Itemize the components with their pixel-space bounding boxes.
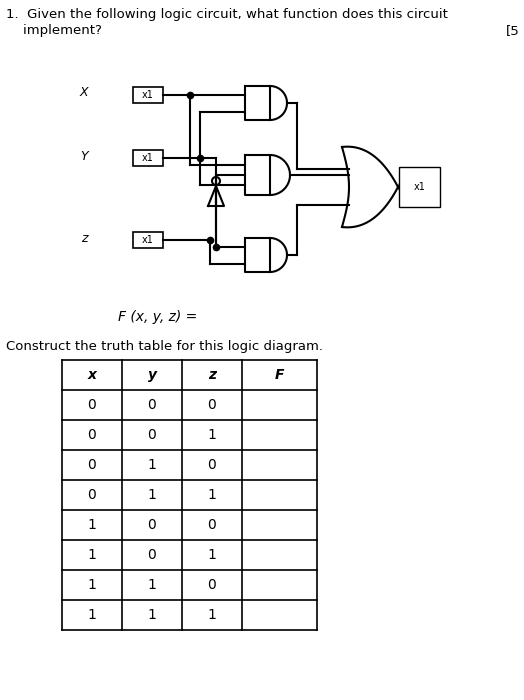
Text: 1: 1 — [88, 608, 96, 622]
Text: Y: Y — [80, 150, 88, 162]
Text: x1: x1 — [142, 153, 154, 163]
Text: Construct the truth table for this logic diagram.: Construct the truth table for this logic… — [6, 340, 323, 353]
Text: X: X — [80, 87, 89, 99]
Text: 1: 1 — [208, 608, 216, 622]
Text: 1: 1 — [208, 428, 216, 442]
Text: [5: [5 — [506, 24, 520, 37]
Text: 0: 0 — [88, 458, 96, 472]
Text: 0: 0 — [208, 578, 216, 592]
Text: 0: 0 — [88, 428, 96, 442]
Text: 0: 0 — [208, 458, 216, 472]
Text: F (x, y, z) =: F (x, y, z) = — [118, 310, 197, 324]
Text: 1: 1 — [148, 458, 157, 472]
Text: 0: 0 — [148, 548, 156, 562]
Text: 1: 1 — [88, 518, 96, 532]
Text: 1: 1 — [148, 608, 157, 622]
Text: 0: 0 — [208, 518, 216, 532]
Text: implement?: implement? — [6, 24, 102, 37]
Circle shape — [212, 177, 220, 185]
Text: x1: x1 — [142, 90, 154, 100]
Text: 1: 1 — [148, 488, 157, 502]
Text: x1: x1 — [142, 235, 154, 245]
Text: x: x — [88, 368, 96, 382]
Text: 0: 0 — [148, 428, 156, 442]
Bar — [133, 87, 163, 103]
Text: x1: x1 — [414, 182, 426, 192]
Text: 1: 1 — [208, 548, 216, 562]
Text: 0: 0 — [148, 398, 156, 412]
Text: z: z — [208, 368, 216, 382]
Text: 0: 0 — [148, 518, 156, 532]
Text: 0: 0 — [208, 398, 216, 412]
Text: z: z — [81, 232, 88, 244]
Text: 0: 0 — [88, 398, 96, 412]
Text: F: F — [275, 368, 284, 382]
Text: 1: 1 — [148, 578, 157, 592]
Bar — [133, 150, 163, 166]
Bar — [133, 232, 163, 248]
Text: 1.  Given the following logic circuit, what function does this circuit: 1. Given the following logic circuit, wh… — [6, 8, 448, 21]
Text: 0: 0 — [88, 488, 96, 502]
Text: y: y — [147, 368, 157, 382]
Text: 1: 1 — [88, 578, 96, 592]
Circle shape — [399, 181, 411, 193]
Text: 1: 1 — [88, 548, 96, 562]
Text: 1: 1 — [208, 488, 216, 502]
